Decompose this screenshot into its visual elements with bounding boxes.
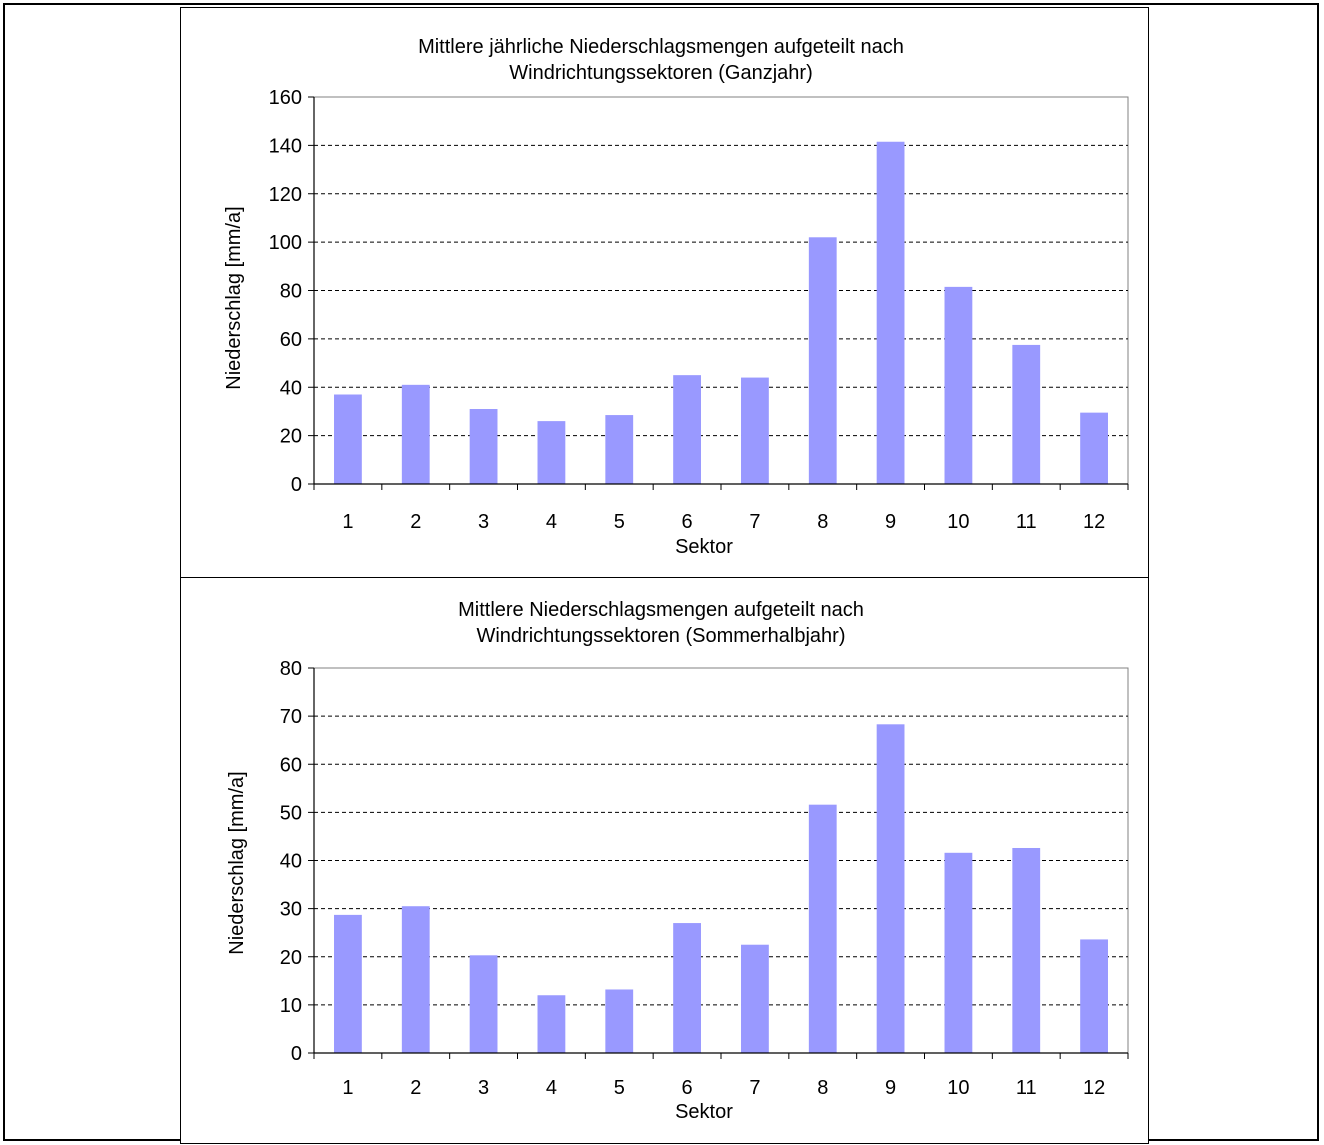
y-axis-label: Niederschlag [mm/a] <box>226 771 248 954</box>
y-tick-label: 40 <box>280 377 302 399</box>
bar-sektor-12 <box>1080 939 1108 1053</box>
x-tick-label: 2 <box>410 511 421 533</box>
x-tick-label: 7 <box>749 1077 760 1099</box>
bar-sektor-11 <box>1012 344 1041 484</box>
bar-sektor-9 <box>876 724 905 1053</box>
y-tick-label: 0 <box>291 474 302 496</box>
bar-sektor-1 <box>334 914 362 1053</box>
x-tick-label: 8 <box>817 511 828 533</box>
chart-title-line-2: Windrichtungssektoren (Ganzjahr) <box>509 62 812 84</box>
x-tick-label: 1 <box>342 511 353 533</box>
x-tick-label: 12 <box>1083 511 1105 533</box>
x-axis-label: Sektor <box>675 536 733 558</box>
x-tick-label: 10 <box>947 511 969 533</box>
bar-sektor-10 <box>944 286 973 484</box>
x-tick-label: 6 <box>682 511 693 533</box>
x-tick-label: 11 <box>1016 511 1037 533</box>
y-tick-label: 60 <box>280 329 302 351</box>
bar-sektor-3 <box>469 955 498 1053</box>
y-tick-label: 80 <box>280 281 302 303</box>
x-tick-label: 9 <box>885 511 896 533</box>
bar-sektor-9 <box>876 141 905 484</box>
bar-sektor-12 <box>1080 412 1108 484</box>
y-tick-label: 100 <box>269 232 302 254</box>
x-axis-label: Sektor <box>675 1101 733 1123</box>
bar-sektor-4 <box>537 995 566 1053</box>
bar-sektor-8 <box>808 237 837 484</box>
bar-sektor-2 <box>401 906 430 1053</box>
x-tick-label: 5 <box>614 1077 625 1099</box>
bar-sektor-5 <box>605 989 634 1053</box>
chart-ganzjahr: Mittlere jährliche Niederschlagsmengen a… <box>223 36 1129 558</box>
y-tick-label: 30 <box>280 899 302 921</box>
bar-sektor-2 <box>401 384 430 484</box>
bar-sektor-3 <box>469 409 498 484</box>
bar-sektor-8 <box>808 804 837 1053</box>
y-tick-label: 140 <box>269 135 302 157</box>
x-tick-label: 4 <box>546 1077 557 1099</box>
x-tick-label: 6 <box>682 1077 693 1099</box>
bar-sektor-5 <box>605 415 634 484</box>
bar-sektor-10 <box>944 852 973 1053</box>
x-tick-label: 4 <box>546 511 557 533</box>
y-tick-label: 10 <box>280 995 302 1017</box>
bar-sektor-7 <box>741 944 769 1053</box>
bar-sektor-6 <box>673 375 701 484</box>
y-tick-label: 0 <box>291 1043 302 1065</box>
bar-sektor-7 <box>741 377 769 484</box>
x-tick-label: 9 <box>885 1077 896 1099</box>
x-tick-label: 8 <box>817 1077 828 1099</box>
y-tick-label: 40 <box>280 851 302 873</box>
bar-sektor-11 <box>1012 847 1041 1053</box>
chart-title-line-1: Mittlere jährliche Niederschlagsmengen a… <box>418 36 904 58</box>
chart-title-line-2: Windrichtungssektoren (Sommerhalbjahr) <box>476 625 845 647</box>
bar-sektor-6 <box>673 923 701 1053</box>
y-tick-label: 50 <box>280 802 302 824</box>
x-tick-label: 3 <box>478 1077 489 1099</box>
x-tick-label: 10 <box>947 1077 969 1099</box>
bar-sektor-4 <box>537 421 566 484</box>
y-tick-label: 70 <box>280 706 302 728</box>
x-tick-label: 1 <box>342 1077 353 1099</box>
y-tick-label: 80 <box>280 658 302 680</box>
chart-title-line-1: Mittlere Niederschlagsmengen aufgeteilt … <box>458 599 864 621</box>
bar-sektor-1 <box>334 394 362 484</box>
chart-panel-sommerhalbjahr: Mittlere Niederschlagsmengen aufgeteilt … <box>180 577 1149 1144</box>
x-tick-label: 12 <box>1083 1077 1105 1099</box>
chart-panel-ganzjahr: Mittlere jährliche Niederschlagsmengen a… <box>180 7 1149 578</box>
y-tick-label: 60 <box>280 754 302 776</box>
chart-sommerhalbjahr: Mittlere Niederschlagsmengen aufgeteilt … <box>226 599 1129 1123</box>
y-tick-label: 20 <box>280 947 302 969</box>
x-tick-label: 11 <box>1016 1077 1037 1099</box>
x-tick-label: 3 <box>478 511 489 533</box>
y-tick-label: 120 <box>269 184 302 206</box>
y-tick-label: 160 <box>269 87 302 109</box>
x-tick-label: 7 <box>749 511 760 533</box>
y-tick-label: 20 <box>280 426 302 448</box>
y-axis-label: Niederschlag [mm/a] <box>223 206 245 389</box>
x-tick-label: 2 <box>410 1077 421 1099</box>
x-tick-label: 5 <box>614 511 625 533</box>
